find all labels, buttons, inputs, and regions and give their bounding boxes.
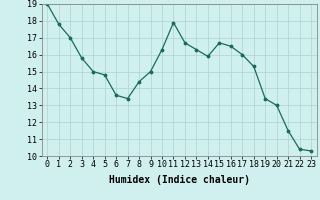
X-axis label: Humidex (Indice chaleur): Humidex (Indice chaleur)	[109, 175, 250, 185]
